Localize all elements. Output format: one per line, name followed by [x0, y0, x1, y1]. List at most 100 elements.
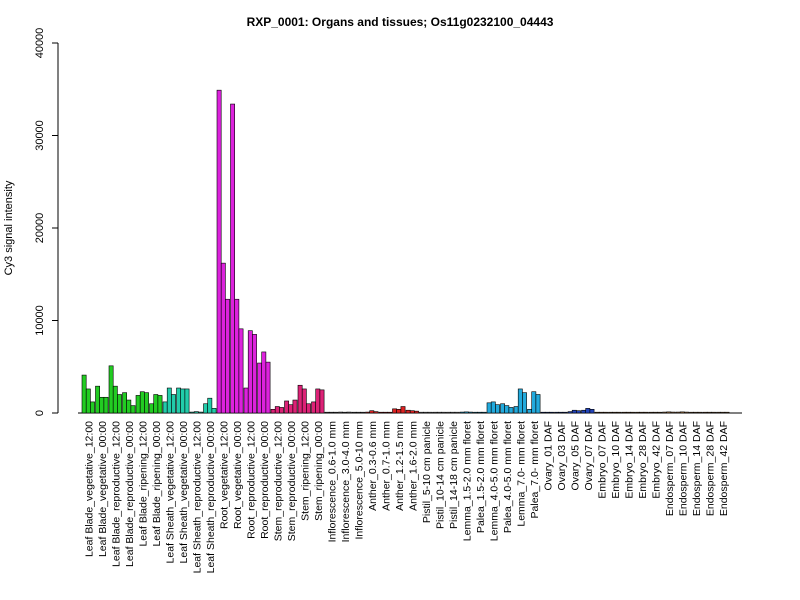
bar: [180, 388, 186, 414]
bar: [481, 411, 487, 414]
x-category-label: Endosperm_07 DAF: [664, 421, 676, 516]
x-category-label: Endosperm_42 DAF: [718, 421, 730, 516]
x-category-label: Endosperm_14 DAF: [691, 421, 703, 516]
bar: [594, 411, 600, 414]
bar: [697, 411, 703, 414]
bar: [144, 392, 149, 414]
bar: [643, 411, 649, 414]
x-category-label: Embryo_42 DAF: [650, 421, 662, 499]
x-category-label: Ovary_07 DAF: [583, 421, 595, 490]
bar: [635, 411, 640, 414]
x-category-label: Embryo_07 DAF: [596, 421, 608, 499]
bar-group: [216, 89, 230, 414]
bar-group: [716, 411, 730, 414]
y-tick-label: 10000: [34, 305, 46, 336]
bar: [351, 411, 357, 414]
bar: [135, 395, 141, 414]
x-category-label: Anther_1.6-2.0 mm: [407, 421, 419, 511]
bar-group: [689, 411, 703, 414]
bar-group: [527, 391, 541, 414]
bar: [117, 394, 122, 414]
bar: [648, 411, 654, 414]
bar: [625, 411, 631, 414]
bar: [324, 411, 330, 414]
x-category-label: Leaf Sheath_reproductive_12:00: [191, 421, 203, 574]
x-category-label: Ovary_05 DAF: [569, 421, 581, 490]
bar: [270, 408, 276, 414]
bar: [153, 394, 159, 414]
bar: [463, 411, 469, 414]
bar: [423, 411, 429, 414]
x-category-label: Embryo_10 DAF: [610, 421, 622, 499]
x-category-label: Lemma_1.5-2.0 mm floret: [461, 421, 473, 541]
bar: [279, 407, 284, 414]
x-category-label: Stem_reproductive_12:00: [272, 421, 284, 541]
bar-group: [338, 411, 352, 414]
bar: [576, 410, 581, 414]
bar: [122, 392, 127, 414]
bar: [409, 410, 415, 414]
x-category-label: Endosperm_28 DAF: [704, 421, 716, 516]
bar: [405, 409, 411, 414]
bar: [103, 396, 109, 414]
bar: [292, 399, 298, 414]
bar: [387, 411, 392, 414]
x-category-label: Leaf Blade_ripening_12:00: [137, 421, 149, 547]
bar-group: [108, 365, 122, 414]
bar: [670, 411, 676, 414]
bar: [598, 411, 604, 414]
y-axis-label: Cy3 signal intensity: [3, 180, 15, 275]
bar: [436, 411, 442, 414]
bar: [288, 404, 294, 414]
bar: [346, 411, 352, 414]
bar: [311, 401, 316, 414]
x-category-label: Root_reproductive_00:00: [259, 421, 271, 539]
y-tick-label: 40000: [34, 28, 46, 59]
bar: [220, 262, 226, 414]
bar: [315, 388, 321, 414]
bar: [504, 405, 510, 414]
bar: [378, 411, 384, 414]
bar-group: [702, 411, 716, 414]
x-category-label: Pistil_5-10 cm panicle: [421, 421, 433, 523]
bar: [301, 388, 307, 414]
bar: [675, 411, 681, 414]
bar: [441, 411, 446, 414]
bar: [234, 298, 240, 414]
bar: [567, 411, 573, 414]
bar: [297, 384, 303, 414]
bar: [657, 411, 662, 414]
x-category-label: Leaf Sheath_reproductive_00:00: [205, 421, 217, 574]
bar: [608, 411, 613, 414]
x-category-label: Pistil_10-14 cm panicle: [434, 421, 446, 529]
bar: [432, 411, 438, 414]
bar: [238, 328, 244, 414]
bar: [581, 409, 586, 414]
bar: [585, 408, 591, 414]
bar: [382, 411, 388, 414]
bar-group: [500, 403, 514, 414]
bar-group: [554, 411, 568, 414]
bar: [459, 411, 465, 414]
bar: [454, 411, 460, 414]
bar-group: [189, 411, 203, 414]
bar-group: [392, 406, 406, 414]
bar: [360, 411, 365, 414]
bar: [693, 411, 699, 414]
x-category-label: Stem_ripening_12:00: [299, 421, 311, 521]
bar-group: [405, 409, 419, 414]
bar: [554, 411, 559, 414]
x-category-label: Embryo_28 DAF: [637, 421, 649, 499]
bar-group: [567, 409, 581, 414]
bar-group: [324, 411, 338, 414]
bar: [95, 385, 100, 414]
bar: [149, 403, 154, 414]
bar: [571, 409, 577, 414]
bar: [396, 408, 402, 414]
bar: [193, 411, 199, 414]
bar: [716, 411, 721, 414]
plot-area: 0 10000 20000 30000 40000 Leaf Blade_vegetati…: [34, 28, 742, 574]
chart-title: RXP_0001: Organs and tissues; Os11g02321…: [247, 15, 554, 29]
bar: [126, 399, 132, 414]
